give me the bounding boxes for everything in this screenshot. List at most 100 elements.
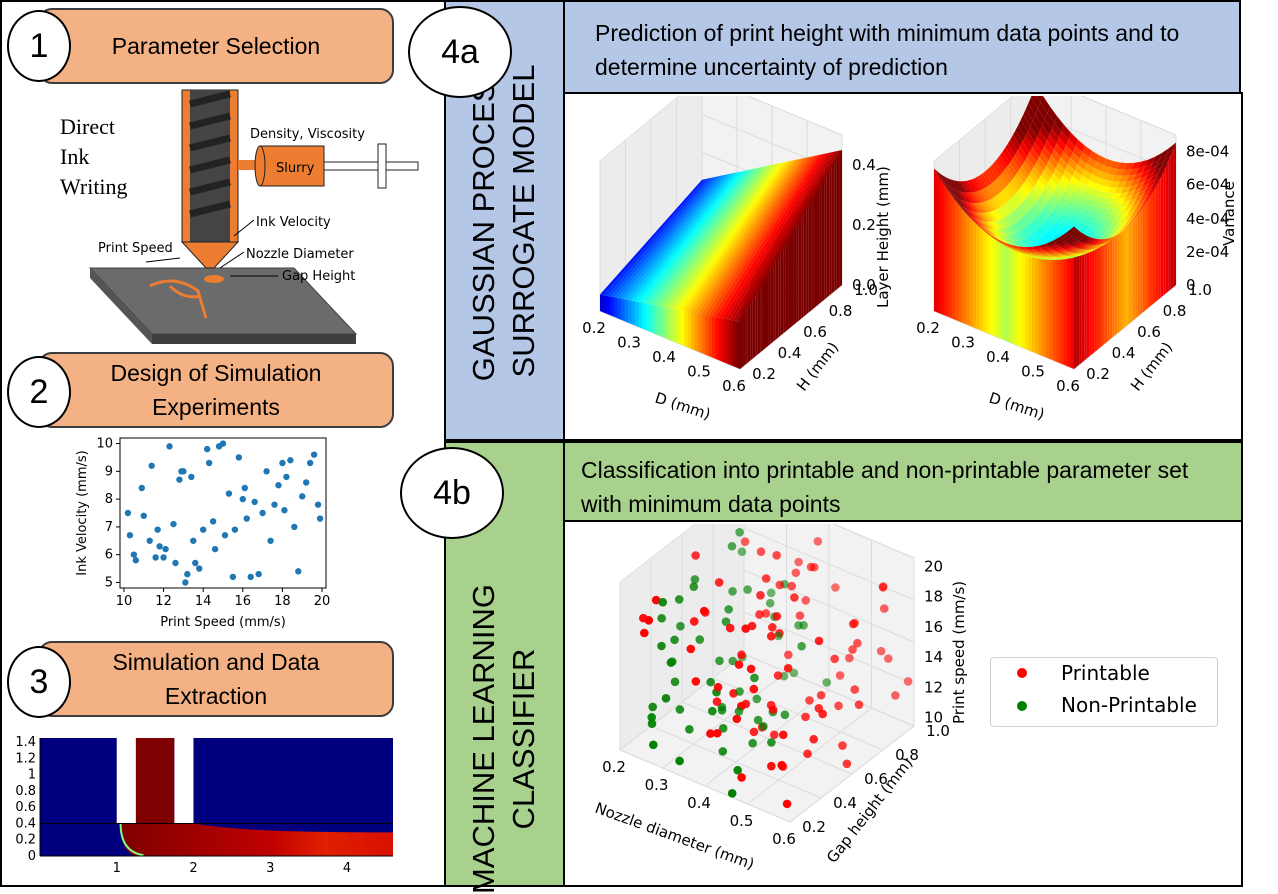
y-tick-label: 0.2 [802, 818, 826, 836]
y-tick-label: 0 [28, 849, 36, 864]
data-point [295, 568, 301, 574]
printable-point [741, 537, 750, 546]
surface-side-strip [1133, 219, 1136, 320]
data-point [279, 460, 285, 466]
data-point [287, 457, 293, 463]
surface-front-strip [976, 224, 980, 330]
data-point [133, 557, 139, 563]
surface-side-strip [829, 163, 832, 296]
surface-side-strip [1161, 173, 1164, 298]
data-point [232, 526, 238, 532]
printable-point [815, 704, 824, 713]
non-printable-point [733, 766, 742, 775]
printable-point [737, 650, 746, 659]
data-point [200, 526, 206, 532]
printable-point [784, 651, 793, 660]
surface-front-strip [646, 303, 650, 331]
x-tick-label: 12 [155, 594, 172, 609]
printable-point [796, 611, 805, 620]
non-printable-point [658, 598, 667, 607]
surface-front-strip [934, 169, 938, 313]
non-printable-point [676, 705, 685, 714]
data-point [307, 460, 313, 466]
step-1-circle: 1 [7, 10, 71, 82]
surface-side-strip [1107, 238, 1110, 342]
x-tick-label: 10 [116, 594, 133, 609]
variance-surface-chart: 0.20.30.40.50.60.20.40.60.81.002e-044e-0… [900, 96, 1240, 436]
surface-side-strip [809, 190, 812, 313]
print-speed-label: Print Speed [98, 241, 173, 256]
printable-point [776, 581, 785, 590]
surface-side-strip [1156, 183, 1159, 302]
data-point [248, 574, 254, 580]
x-tick-label: 0.4 [652, 348, 676, 366]
printable-point [769, 705, 778, 714]
printable-point [855, 700, 864, 709]
data-point [127, 532, 133, 538]
surface-front-strip [625, 299, 629, 322]
step-1-pill: Parameter Selection [38, 8, 394, 84]
data-point [141, 513, 147, 519]
surface-front-strip [639, 302, 643, 328]
y-tick-label: 6 [105, 548, 113, 563]
surface-front-strip [1011, 245, 1015, 344]
data-point [222, 532, 228, 538]
non-printable-point [648, 703, 657, 712]
printable-point [801, 596, 810, 605]
surface-front-strip [1046, 242, 1050, 359]
printable-point [706, 729, 715, 738]
surface-side-strip [1128, 225, 1131, 325]
non-printable-point [676, 622, 685, 631]
step-4b-header: Classification into printable and non-pr… [563, 441, 1243, 522]
ml-sidebar-line1: MACHINE LEARNING [465, 584, 505, 894]
surface-front-strip [959, 205, 963, 323]
printable-point [803, 749, 812, 758]
surface-front-strip [604, 295, 608, 314]
y-tick-label: 1.2 [15, 751, 36, 766]
surface-front-strip [938, 174, 942, 314]
build-platform-edge [152, 334, 356, 344]
printable-point [747, 665, 756, 674]
printable-point [783, 800, 792, 809]
z-tick-label: 0.4 [852, 156, 876, 174]
printable-point [768, 623, 777, 632]
x-tick-label: 20 [314, 594, 331, 609]
y-tick-label: 0.8 [15, 784, 36, 799]
printable-point [805, 696, 814, 705]
surface-side-strip [817, 179, 820, 306]
non-printable-point [685, 725, 694, 734]
surface-side-strip [834, 156, 837, 291]
plot-frame [120, 438, 326, 588]
printable-point [644, 616, 653, 625]
data-point [240, 496, 246, 502]
data-point [162, 546, 168, 552]
surface-front-strip [709, 316, 713, 358]
surface-side-strip [1151, 193, 1154, 306]
printable-point [714, 683, 723, 692]
surface-side-strip [811, 186, 814, 310]
surface-front-strip [635, 301, 639, 327]
surface-side-strip [1087, 236, 1090, 359]
ml-sidebar-label: MACHINE LEARNING CLASSIFIER [465, 584, 545, 894]
surface-front-strip [628, 300, 632, 324]
data-point [204, 446, 210, 452]
printable-point [891, 691, 900, 700]
printable-point [784, 664, 793, 673]
y-tick-label: 10 [96, 437, 113, 452]
printable-point [777, 761, 786, 770]
non-printable-point [695, 635, 704, 644]
surface-side-strip [1094, 239, 1097, 353]
x-tick-label: 14 [195, 594, 212, 609]
plunger-rod [324, 162, 418, 170]
printable-point [757, 547, 766, 556]
y-tick-label: 0.2 [1086, 365, 1110, 383]
printable-point [807, 563, 816, 572]
x-tick-label: 4 [343, 861, 351, 876]
non-printable-point [766, 599, 775, 608]
x-axis-label: Nozzle diameter (mm) [593, 799, 757, 873]
y-tick-label: 8 [105, 492, 113, 507]
surface-front-strip [1043, 244, 1047, 358]
surface-side-strip [1112, 236, 1115, 337]
surface-front-strip [1039, 245, 1043, 356]
data-point [242, 485, 248, 491]
